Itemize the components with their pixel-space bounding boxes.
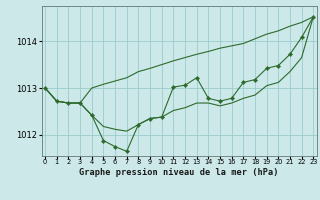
X-axis label: Graphe pression niveau de la mer (hPa): Graphe pression niveau de la mer (hPa) [79, 168, 279, 177]
